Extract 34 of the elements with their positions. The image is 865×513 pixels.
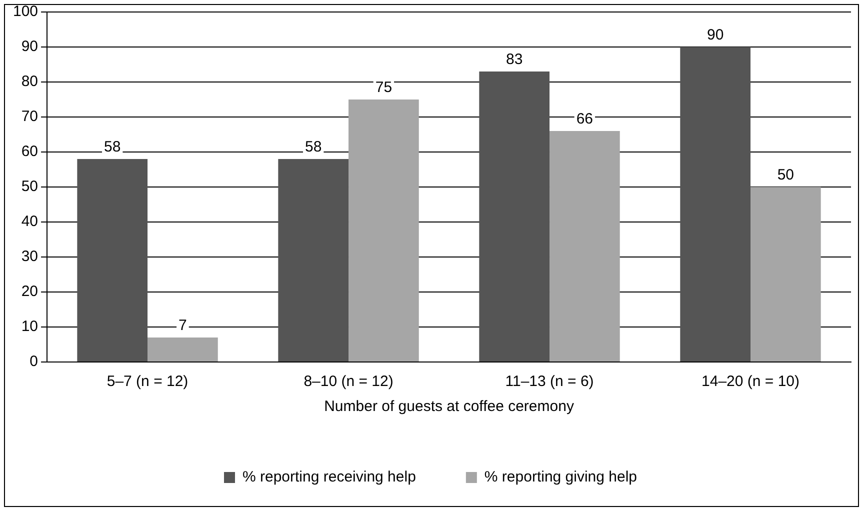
x-tick-label: 14–20 (n = 10)	[702, 373, 800, 390]
data-label: 83	[506, 51, 523, 68]
x-tick-label: 8–10 (n = 12)	[304, 373, 394, 390]
data-label: 58	[305, 138, 322, 156]
bar	[550, 131, 620, 362]
y-tick-label: 90	[21, 38, 38, 56]
data-label: 58	[104, 138, 121, 156]
y-tick-label: 50	[21, 178, 38, 196]
x-tick-label: 11–13 (n = 6)	[505, 373, 594, 390]
legend-label: % reporting receiving help	[242, 468, 416, 486]
y-tick-label: 80	[21, 73, 38, 90]
data-label: 50	[777, 166, 794, 184]
data-label: 90	[706, 26, 724, 44]
y-tick-label: 10	[21, 318, 38, 336]
data-label: 7	[178, 317, 187, 334]
bar	[680, 47, 751, 362]
bar	[479, 72, 550, 362]
y-tick-label: 100	[12, 3, 38, 20]
bar	[77, 159, 148, 362]
y-tick-label: 60	[21, 143, 38, 160]
y-tick-label: 40	[21, 213, 38, 230]
bar	[148, 338, 218, 362]
bar	[278, 159, 349, 362]
y-tick-label: 0	[30, 353, 38, 370]
legend-label: % reporting giving help	[484, 468, 638, 486]
x-axis-title: Number of guests at coffee ceremony	[324, 398, 574, 416]
data-label: 66	[576, 110, 594, 128]
y-tick-label: 20	[21, 283, 38, 300]
y-tick-label: 30	[21, 248, 38, 266]
bar	[750, 187, 821, 362]
bar	[348, 100, 419, 362]
data-label: 75	[375, 79, 392, 96]
y-tick-label: 70	[21, 108, 38, 126]
x-tick-label: 5–7 (n = 12)	[106, 373, 188, 390]
